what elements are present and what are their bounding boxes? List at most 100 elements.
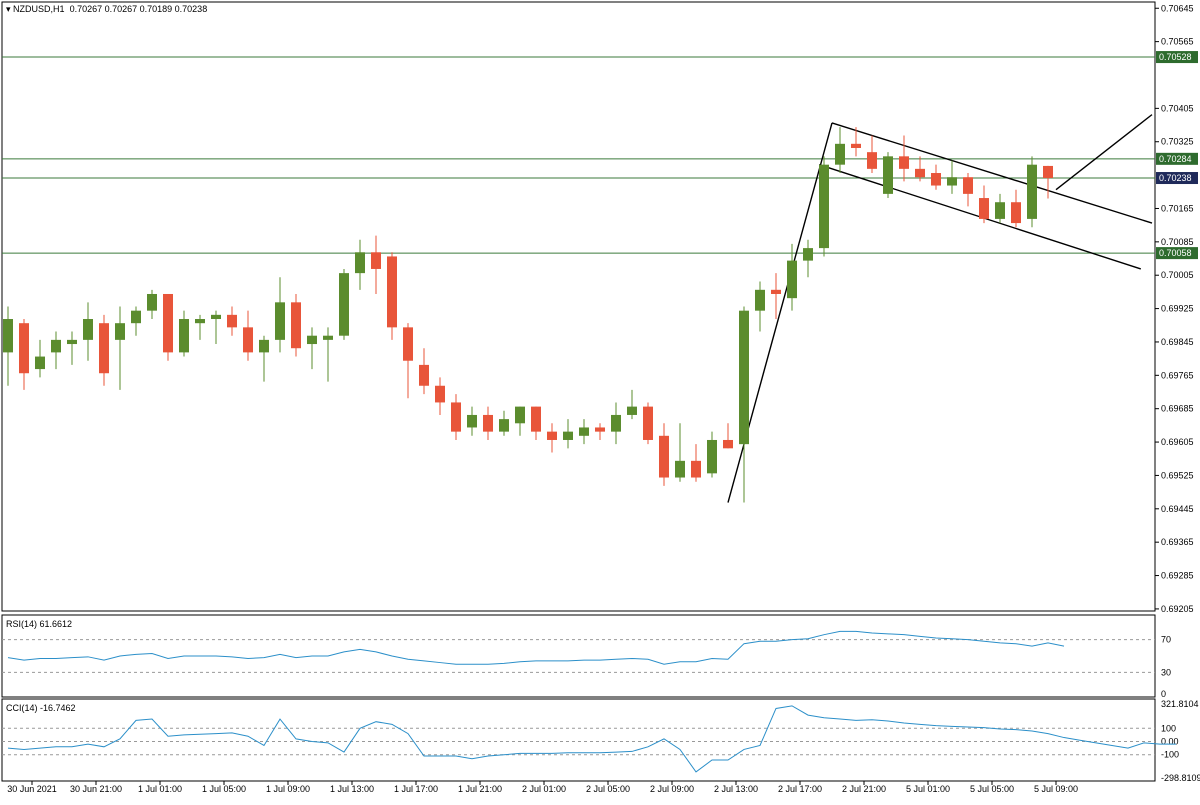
x-tick-label: 1 Jul 17:00 <box>394 784 438 794</box>
rsi-tick-label: 0 <box>1161 689 1166 699</box>
bull-candle[interactable] <box>259 339 269 353</box>
cci-pane-frame <box>1 698 1156 782</box>
header-symbol-triangle-icon: ▾ <box>6 4 14 14</box>
bear-candle[interactable] <box>1043 165 1053 179</box>
bull-candle[interactable] <box>355 252 365 274</box>
bear-candle[interactable] <box>867 152 877 169</box>
bull-candle[interactable] <box>739 310 749 445</box>
bear-candle[interactable] <box>403 327 413 361</box>
bull-candle[interactable] <box>611 414 621 432</box>
x-tick-label: 1 Jul 13:00 <box>330 784 374 794</box>
bull-candle[interactable] <box>275 302 285 340</box>
x-tick-label: 30 Jun 21:00 <box>70 784 122 794</box>
x-tick-label: 2 Jul 13:00 <box>714 784 758 794</box>
trendline[interactable] <box>1055 114 1153 191</box>
bear-candle[interactable] <box>99 323 109 374</box>
bull-candle[interactable] <box>579 427 589 436</box>
bull-candle[interactable] <box>211 314 221 320</box>
bull-candle[interactable] <box>67 339 77 345</box>
y-tick-label: 0.69685 <box>1161 404 1194 414</box>
bull-candle[interactable] <box>339 273 349 336</box>
bear-candle[interactable] <box>227 314 237 328</box>
y-tick-label: 0.69445 <box>1161 504 1194 514</box>
bear-candle[interactable] <box>451 402 461 432</box>
bear-candle[interactable] <box>387 256 397 328</box>
bull-candle[interactable] <box>883 156 893 194</box>
chart-header: ▾ NZDUSD,H1 0.70267 0.70267 0.70189 0.70… <box>6 4 207 15</box>
bull-candle[interactable] <box>755 289 765 311</box>
bear-candle[interactable] <box>291 302 301 349</box>
cci-tick-label: 100 <box>1161 723 1176 733</box>
bull-candle[interactable] <box>499 419 509 432</box>
bull-candle[interactable] <box>115 323 125 340</box>
bear-candle[interactable] <box>483 414 493 432</box>
bear-candle[interactable] <box>723 439 733 449</box>
bull-candle[interactable] <box>563 431 573 440</box>
bear-candle[interactable] <box>851 143 861 148</box>
bull-candle[interactable] <box>3 319 13 353</box>
bull-candle[interactable] <box>627 406 637 415</box>
bear-candle[interactable] <box>371 252 381 269</box>
rsi-tick-label: 30 <box>1161 667 1171 677</box>
cci-label: CCI(14) -16.7462 <box>6 703 76 713</box>
cci-line[interactable] <box>7 705 1176 773</box>
ohlc-values: 0.70267 0.70267 0.70189 0.70238 <box>69 4 208 14</box>
bear-candle[interactable] <box>547 431 557 440</box>
y-tick-label: 0.70565 <box>1161 37 1194 47</box>
x-tick-label: 5 Jul 01:00 <box>906 784 950 794</box>
y-tick-label: 0.69285 <box>1161 571 1194 581</box>
bull-candle[interactable] <box>947 177 957 186</box>
bear-candle[interactable] <box>691 460 701 478</box>
bull-candle[interactable] <box>819 164 829 249</box>
trendline[interactable] <box>831 122 1153 224</box>
price-label-box <box>1156 172 1198 185</box>
bear-candle[interactable] <box>931 173 941 186</box>
bull-candle[interactable] <box>147 293 157 311</box>
bull-candle[interactable] <box>515 406 525 424</box>
y-tick-label: 0.69765 <box>1161 370 1194 380</box>
x-tick-label: 2 Jul 01:00 <box>522 784 566 794</box>
symbol-label: NZDUSD,H1 <box>13 4 65 14</box>
rsi-line[interactable] <box>7 630 1065 665</box>
bull-candle[interactable] <box>803 248 813 261</box>
bull-candle[interactable] <box>131 310 141 324</box>
bear-candle[interactable] <box>659 435 669 478</box>
bear-candle[interactable] <box>899 156 909 169</box>
bull-candle[interactable] <box>179 319 189 353</box>
y-tick-label: 0.70325 <box>1161 137 1194 147</box>
bull-candle[interactable] <box>323 335 333 340</box>
bull-candle[interactable] <box>195 319 205 324</box>
bull-candle[interactable] <box>83 319 93 340</box>
bull-candle[interactable] <box>51 339 61 353</box>
bear-candle[interactable] <box>243 327 253 353</box>
y-tick-label: 0.69205 <box>1161 604 1194 614</box>
bear-candle[interactable] <box>963 177 973 194</box>
bull-candle[interactable] <box>307 335 317 345</box>
bull-candle[interactable] <box>995 202 1005 219</box>
bear-candle[interactable] <box>771 289 781 294</box>
y-tick-label: 0.70005 <box>1161 270 1194 280</box>
bull-candle[interactable] <box>35 356 45 370</box>
current-price-label: 0.70238 <box>1159 173 1192 183</box>
bear-candle[interactable] <box>435 385 445 403</box>
bull-candle[interactable] <box>1027 164 1037 219</box>
bull-candle[interactable] <box>787 260 797 299</box>
bear-candle[interactable] <box>595 427 605 432</box>
bear-candle[interactable] <box>531 406 541 432</box>
bear-candle[interactable] <box>419 364 429 386</box>
bear-candle[interactable] <box>163 293 173 353</box>
bear-candle[interactable] <box>19 323 29 374</box>
bear-candle[interactable] <box>915 168 925 178</box>
bull-candle[interactable] <box>707 439 717 474</box>
bull-candle[interactable] <box>467 414 477 428</box>
y-tick-label: 0.69605 <box>1161 437 1194 447</box>
bull-candle[interactable] <box>835 143 845 165</box>
y-tick-label: 0.69365 <box>1161 537 1194 547</box>
price-label-box <box>1156 247 1198 260</box>
bear-candle[interactable] <box>979 198 989 219</box>
bear-candle[interactable] <box>643 406 653 440</box>
bull-candle[interactable] <box>675 460 685 478</box>
bear-candle[interactable] <box>1011 202 1021 224</box>
